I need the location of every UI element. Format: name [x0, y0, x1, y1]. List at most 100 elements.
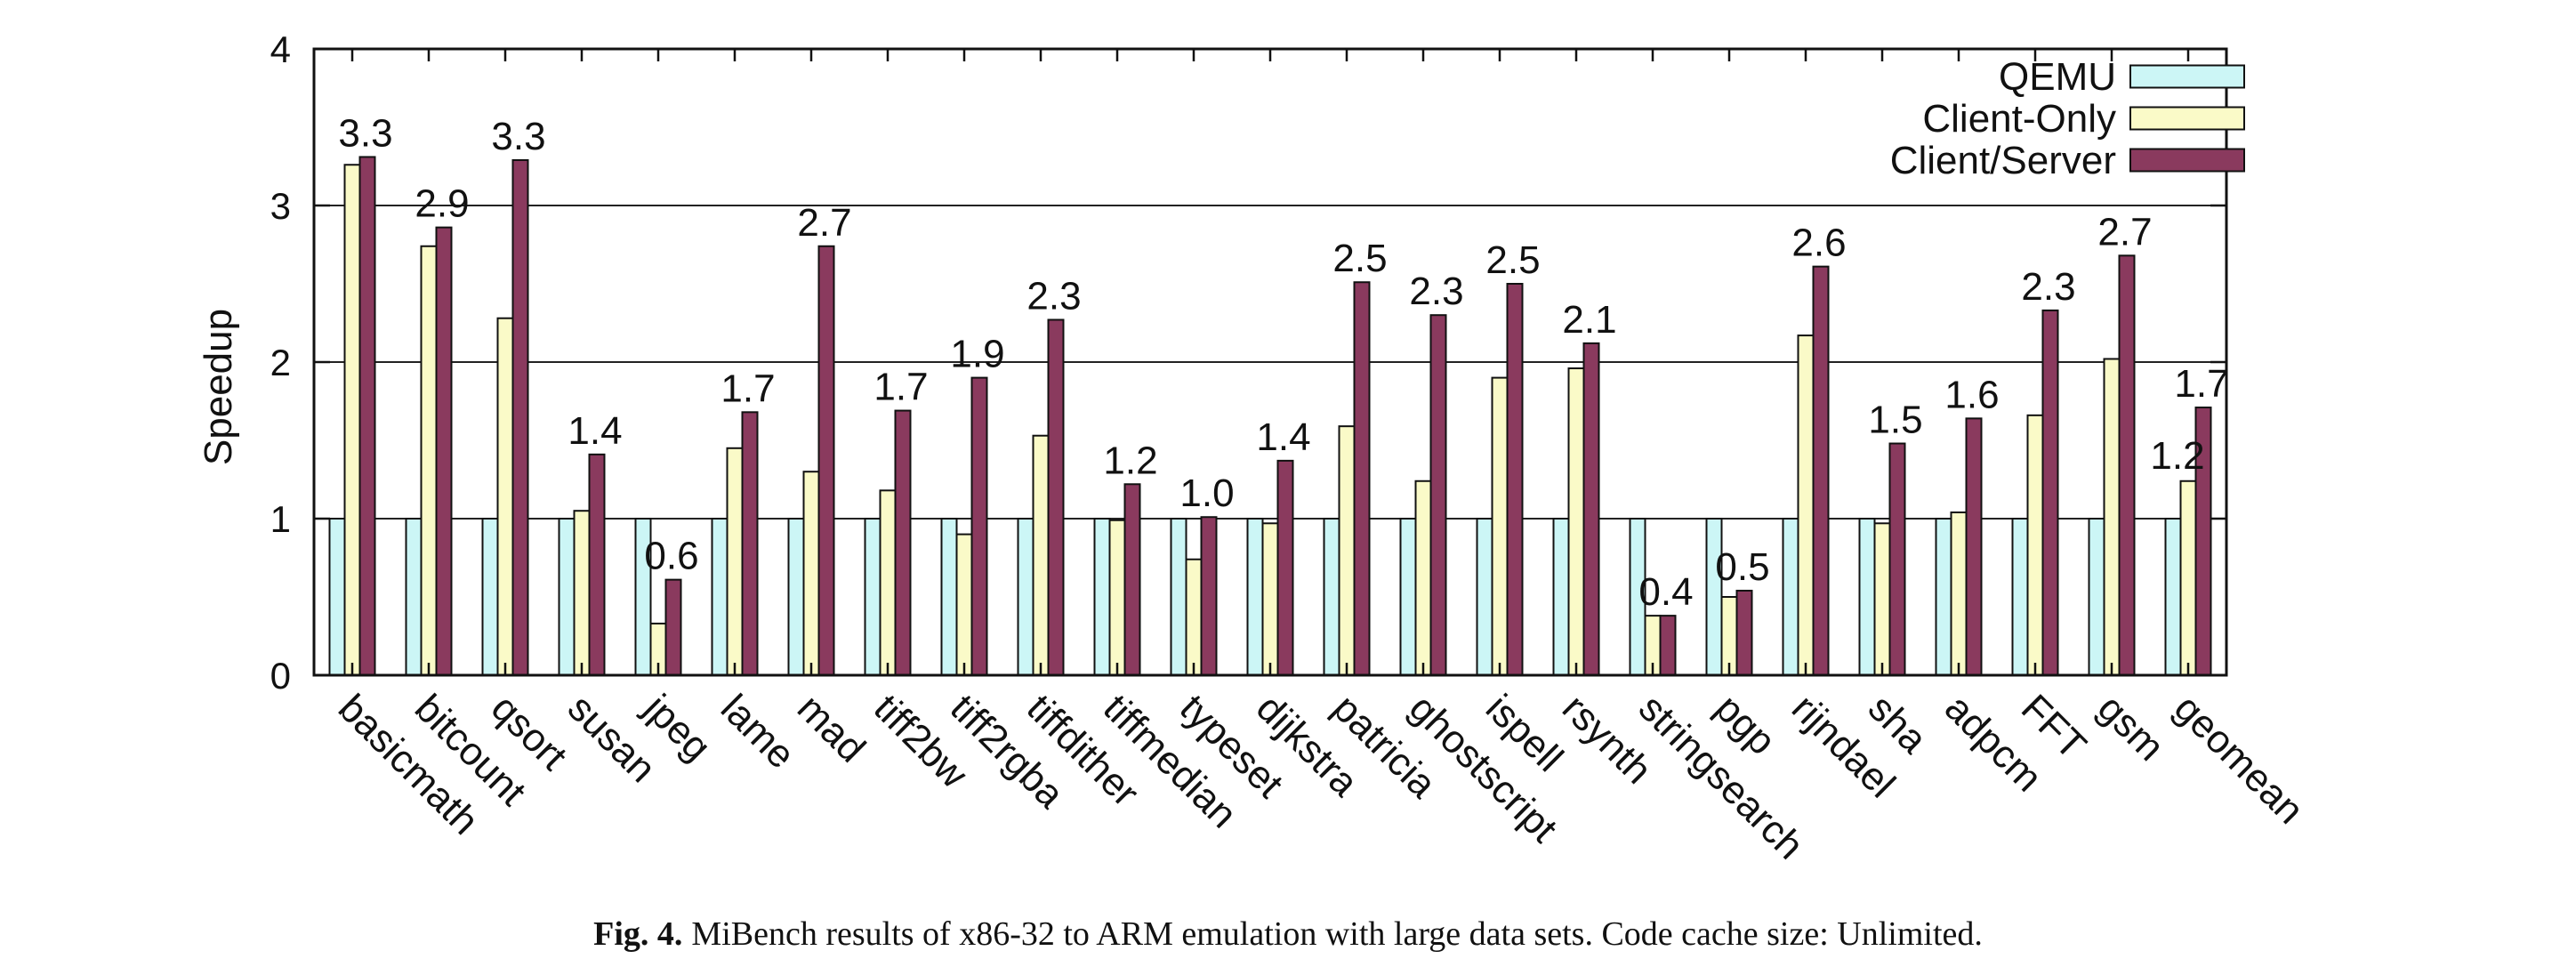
bar-qemu-bitcount — [405, 518, 423, 676]
bar-qemu-rsynth — [1552, 518, 1570, 676]
data-label-stringsearch: 0.4 — [1638, 570, 1693, 614]
legend-label-qemu: QEMU — [1999, 55, 2116, 99]
legend-swatch-client-server — [2129, 148, 2245, 173]
bar-qemu-tiff2bw — [864, 518, 881, 676]
bar-client-server-jpeg — [664, 578, 682, 677]
bar-client-only-ghostscript — [1414, 479, 1432, 677]
bar-client-server-sha — [1888, 442, 1906, 676]
y-tick-label-4: 4 — [270, 28, 291, 70]
data-label-mad: 2.7 — [797, 201, 851, 245]
bar-qemu-patricia — [1323, 518, 1340, 676]
data-label-gsm: 2.7 — [2097, 210, 2152, 254]
bar-client-only-tiffdither — [1032, 434, 1050, 676]
y-tick-labels: 0 1 2 3 4 — [270, 28, 291, 697]
bar-client-only-typeset — [1185, 558, 1203, 677]
data-label-qsort: 3.3 — [491, 115, 545, 158]
x-tick-label-mad: mad — [789, 686, 873, 770]
bar-client-only-qsort — [496, 317, 514, 676]
bar-client-only-geomean — [2179, 479, 2197, 677]
bar-qemu-lame — [711, 518, 729, 676]
x-tick-label-susan: susan — [559, 686, 664, 791]
bar-qemu-FFT — [2011, 518, 2029, 676]
bar-client-server-mad — [817, 245, 835, 676]
data-label-tiff2rgba: 1.9 — [950, 333, 1004, 376]
data-label-pgp: 0.5 — [1715, 545, 1769, 589]
data-label-rijndael: 2.6 — [1791, 222, 1846, 265]
bar-client-server-pgp — [1735, 589, 1753, 677]
data-label-lame: 1.7 — [720, 367, 775, 410]
y-axis-label: Speedup — [197, 309, 240, 465]
bar-client-server-tiffdither — [1047, 318, 1065, 676]
bar-client-server-gsm — [2118, 254, 2136, 676]
bar-client-only-tiff2bw — [879, 489, 897, 676]
legend-swatch-client-only — [2129, 106, 2245, 131]
bar-client-server-typeset — [1200, 516, 1218, 676]
bar-qemu-geomean — [2164, 518, 2182, 676]
bar-client-server-FFT — [2041, 309, 2059, 676]
bar-qemu-basicmath — [328, 518, 346, 676]
legend-label-client-only: Client-Only — [1922, 97, 2116, 141]
bar-qemu-adpcm — [1935, 518, 1952, 676]
data-label-geomean-2: 1.7 — [2174, 362, 2228, 406]
y-tick-label-3: 3 — [270, 185, 291, 227]
bar-client-only-patricia — [1338, 425, 1356, 676]
bar-client-only-FFT — [2026, 414, 2044, 676]
bar-client-server-dijkstra — [1276, 459, 1294, 676]
x-tick-label-gsm: gsm — [2089, 686, 2172, 769]
figure-caption-text: MiBench results of x86-32 to ARM emulati… — [691, 915, 1983, 953]
data-label-tiffdither: 2.3 — [1026, 274, 1081, 318]
bar-client-server-rsynth — [1582, 342, 1600, 676]
bar-qemu-ghostscript — [1399, 518, 1417, 676]
data-label-bitcount: 2.9 — [415, 182, 469, 226]
bar-qemu-dijkstra — [1246, 518, 1264, 676]
y-tick-label-2: 2 — [270, 342, 291, 383]
data-label-tiff2bw: 1.7 — [873, 366, 928, 409]
bar-qemu-tiffmedian — [1093, 518, 1111, 676]
data-label-jpeg: 0.6 — [644, 535, 698, 578]
y-tick-label-1: 1 — [270, 498, 291, 540]
data-label-typeset: 1.0 — [1179, 471, 1234, 515]
data-label-dijkstra: 1.4 — [1256, 415, 1310, 459]
bar-client-only-tiff2rgba — [955, 533, 973, 676]
bar-client-server-ispell — [1506, 283, 1524, 676]
data-label-tiffmedian: 1.2 — [1103, 439, 1157, 482]
data-label-ghostscript: 2.3 — [1409, 270, 1463, 313]
bar-qemu-gsm — [2088, 518, 2105, 676]
data-label-adpcm: 1.6 — [1944, 373, 1999, 416]
bar-qemu-sha — [1858, 518, 1876, 676]
bar-client-server-lame — [741, 411, 759, 676]
data-label-ispell: 2.5 — [1485, 238, 1540, 282]
y-tick-label-0: 0 — [270, 655, 291, 697]
grid-lines — [314, 205, 2226, 520]
bar-client-server-bitcount — [435, 226, 453, 676]
bar-client-only-tiffmedian — [1108, 519, 1126, 677]
bar-client-only-bitcount — [420, 245, 438, 676]
bar-client-server-adpcm — [1965, 417, 1983, 676]
bar-client-only-sha — [1873, 522, 1891, 677]
x-tick-labels: basicmathbitcountqsortsusanjpeglamemadti… — [330, 685, 2312, 868]
bar-client-only-rijndael — [1797, 334, 1815, 676]
bar-qemu-typeset — [1170, 518, 1187, 676]
bar-client-server-stringsearch — [1659, 615, 1677, 676]
bar-client-only-gsm — [2103, 358, 2121, 676]
bar-client-server-tiffmedian — [1123, 483, 1141, 677]
bar-client-only-lame — [726, 447, 744, 676]
bar-client-server-patricia — [1353, 281, 1371, 676]
bar-qemu-tiffdither — [1017, 518, 1034, 676]
figure-caption: Fig. 4. MiBench results of x86-32 to ARM … — [0, 915, 2576, 954]
legend-swatch-qemu — [2129, 64, 2245, 89]
bar-client-server-rijndael — [1812, 265, 1830, 676]
bar-client-only-susan — [573, 510, 591, 677]
data-labels: 3.3 2.9 3.3 1.4 0.6 1.7 2.7 1.7 1.9 2.3 1.2 1.0 1.4 2… — [338, 111, 2228, 614]
bar-qemu-mad — [787, 518, 805, 676]
data-label-susan: 1.4 — [568, 409, 622, 453]
x-tick-label-lame: lame — [712, 686, 803, 777]
bar-client-only-basicmath — [343, 164, 361, 677]
bar-client-server-tiff2bw — [894, 409, 912, 676]
bar-client-server-tiff2rgba — [970, 376, 988, 676]
bar-client-only-dijkstra — [1261, 522, 1279, 677]
bar-client-server-ghostscript — [1429, 314, 1447, 676]
bar-qemu-qsort — [481, 518, 499, 676]
